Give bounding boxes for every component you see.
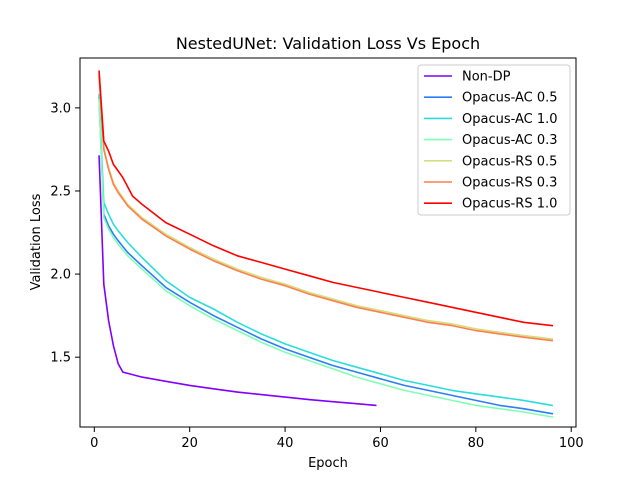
legend-entry: Opacus-RS 1.0 bbox=[462, 197, 557, 212]
legend-entry: Opacus-RS 0.5 bbox=[462, 154, 557, 169]
series-line-3 bbox=[98, 98, 554, 418]
plot-frame bbox=[79, 57, 577, 428]
y-axis-ticks: 1.5 2.0 2.5 3.0 bbox=[50, 101, 80, 366]
legend: Non-DP Opacus-AC 0.5 Opacus-AC 1.0 Opacus-A… bbox=[417, 64, 571, 216]
legend-entry: Opacus-AC 0.3 bbox=[462, 133, 558, 148]
legend-entry: Opacus-AC 0.5 bbox=[462, 91, 558, 106]
x-tick-label: 60 bbox=[372, 436, 389, 451]
legend-entry: Opacus-RS 0.3 bbox=[462, 176, 557, 191]
x-tick-label: 0 bbox=[90, 436, 98, 451]
x-axis-ticks: 0 20 40 60 80 100 bbox=[90, 427, 584, 451]
legend-box bbox=[417, 64, 571, 216]
legend-entry: Opacus-AC 1.0 bbox=[462, 112, 558, 127]
x-tick-label: 20 bbox=[181, 436, 198, 451]
x-axis-label: Epoch bbox=[308, 456, 348, 471]
x-tick-label: 80 bbox=[468, 436, 485, 451]
y-tick-label: 1.5 bbox=[50, 351, 71, 366]
series-line-5 bbox=[98, 75, 554, 342]
series-line-4 bbox=[98, 73, 554, 340]
series-line-6 bbox=[98, 70, 554, 327]
y-tick-label: 2.0 bbox=[50, 268, 71, 283]
y-axis-label: Validation Loss bbox=[29, 193, 44, 290]
x-tick-label: 40 bbox=[277, 436, 294, 451]
y-tick-label: 2.5 bbox=[50, 184, 71, 199]
y-tick-label: 3.0 bbox=[50, 101, 71, 116]
series-line-1 bbox=[98, 97, 554, 415]
legend-entry: Non-DP bbox=[462, 70, 511, 85]
x-tick-label: 100 bbox=[559, 436, 584, 451]
series-line-0 bbox=[98, 155, 377, 407]
series-lines bbox=[98, 70, 554, 418]
chart-title: NestedUNet: Validation Loss Vs Epoch bbox=[176, 34, 480, 53]
series-line-2 bbox=[98, 93, 554, 407]
